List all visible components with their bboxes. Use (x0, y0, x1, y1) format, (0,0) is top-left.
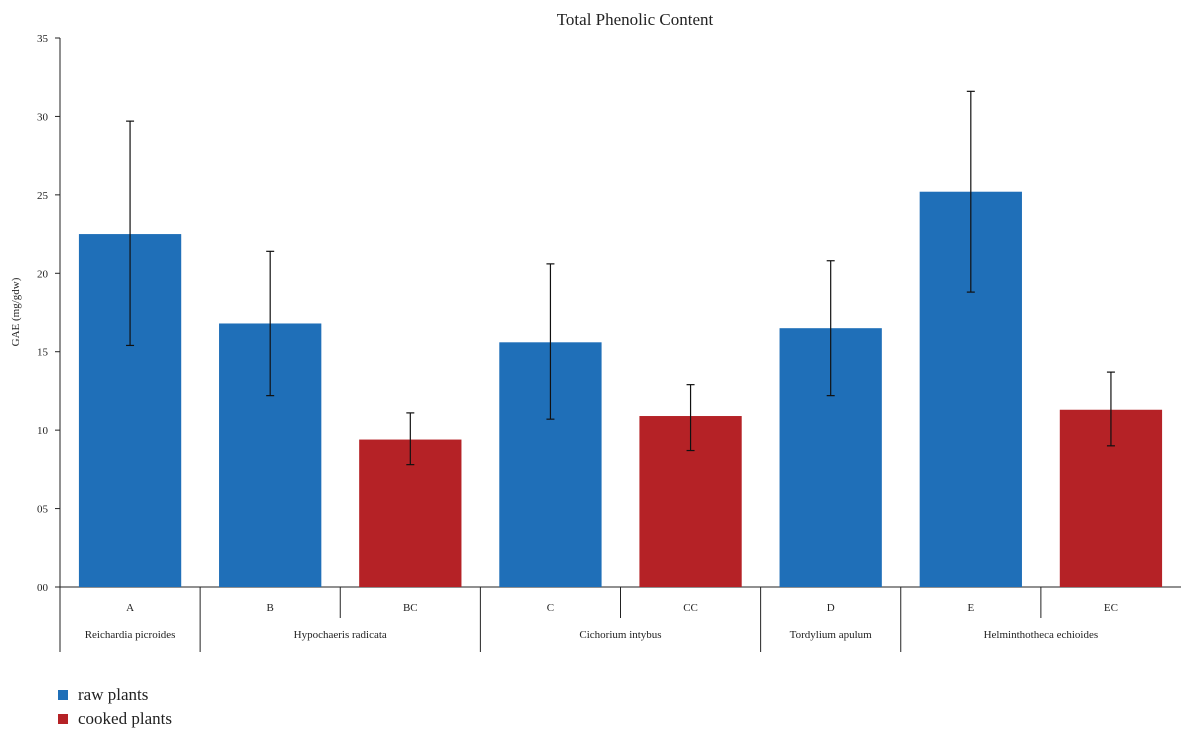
legend: raw plants cooked plants (58, 683, 172, 731)
group-label: Hypochaeris radicata (294, 629, 387, 641)
x-tick-label-ec: EC (1104, 602, 1118, 614)
legend-item-raw: raw plants (58, 683, 172, 707)
y-tick-label: 15 (37, 347, 49, 359)
chart: Total Phenolic Content GAE (mg/gdw) 00 05… (10, 10, 1181, 652)
x-tick-label-bc: BC (403, 602, 418, 614)
y-tick-label: 30 (37, 111, 49, 123)
x-tick-label-d: D (827, 602, 835, 614)
bars (78, 191, 1163, 588)
group-label: Cichorium intybus (579, 629, 661, 641)
y-tick-label: 25 (37, 190, 49, 202)
x-tick-label-c: C (547, 602, 554, 614)
chart-title: Total Phenolic Content (557, 10, 714, 29)
group-label: Reichardia picroides (85, 629, 176, 641)
y-tick-label: 35 (37, 33, 49, 45)
x-tick-label-b: B (267, 602, 274, 614)
x-tick-label-a: A (126, 602, 134, 614)
y-tick-label: 00 (37, 582, 49, 594)
legend-swatch-cooked (58, 714, 68, 724)
group-labels: Reichardia picroides Hypochaeris radicata… (59, 587, 1099, 652)
y-axis-label: GAE (mg/gdw) (10, 277, 22, 346)
x-labels: A B BC C CC D E EC (126, 602, 1118, 614)
x-tick-label-e: E (967, 602, 974, 614)
x-tick-label-cc: CC (683, 602, 698, 614)
legend-item-cooked: cooked plants (58, 707, 172, 731)
y-tick-label: 05 (37, 504, 49, 516)
y-tick-label: 10 (37, 425, 49, 437)
y-ticks: 00 05 10 15 20 25 30 35 (37, 33, 60, 594)
y-tick-label: 20 (37, 268, 49, 280)
error-bars (126, 90, 1115, 466)
group-label: Helminthotheca echioides (984, 629, 1099, 641)
group-label: Tordylium apulum (790, 629, 872, 641)
legend-label-raw: raw plants (78, 685, 149, 704)
legend-label-cooked: cooked plants (78, 709, 172, 728)
legend-swatch-raw (58, 690, 68, 700)
